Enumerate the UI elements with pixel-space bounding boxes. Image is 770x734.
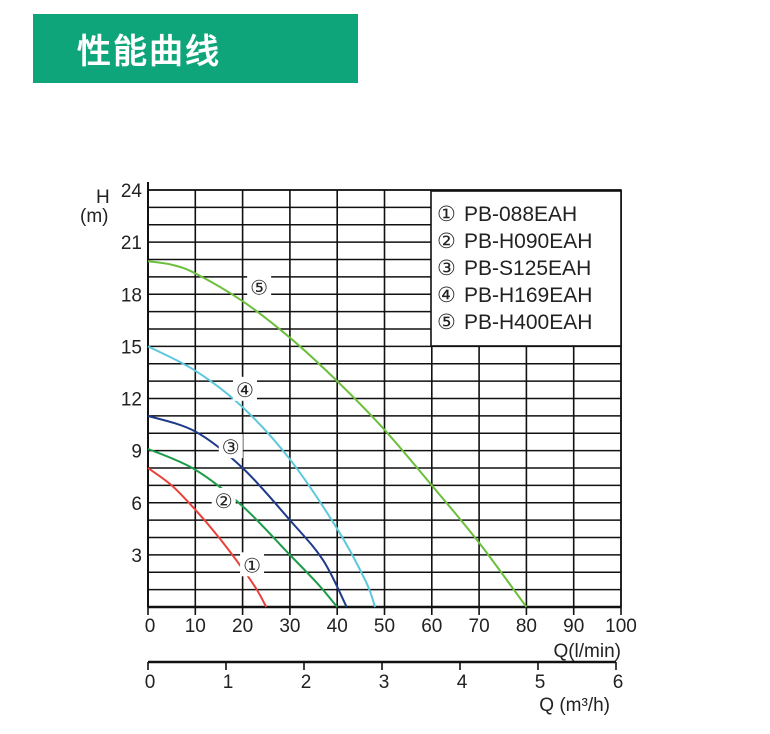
series-line-2 bbox=[147, 447, 338, 608]
x-tick-label: 60 bbox=[421, 616, 442, 637]
legend-marker-2: ② bbox=[437, 230, 456, 253]
x-axis-label: Q(l/min) bbox=[553, 641, 621, 662]
series-line-1 bbox=[147, 467, 268, 608]
x2-axis-label: Q (m³/h) bbox=[539, 695, 610, 716]
page-title: 性能曲线 bbox=[77, 32, 221, 72]
x2-tick-label: 5 bbox=[535, 672, 546, 693]
y-tick-label: 18 bbox=[121, 285, 142, 306]
x-tick-label: 90 bbox=[563, 616, 584, 637]
legend-entry-5: PB-H400EAH bbox=[464, 311, 592, 334]
y-tick-label: 6 bbox=[131, 494, 142, 515]
x2-tick-label: 1 bbox=[223, 672, 234, 693]
series-line-3 bbox=[147, 414, 348, 608]
y-tick-label: 15 bbox=[121, 337, 142, 358]
x-tick-label: 20 bbox=[232, 616, 253, 637]
curve-label-4: ④ bbox=[236, 380, 254, 402]
legend-entry-4: PB-H169EAH bbox=[464, 284, 592, 307]
y-tick-label: 21 bbox=[121, 233, 142, 254]
curve-label-bg bbox=[211, 488, 236, 513]
x-tick-label: 100 bbox=[605, 616, 637, 637]
curve-label-bg bbox=[232, 376, 257, 401]
x2-tick-label: 6 bbox=[613, 672, 624, 693]
legend-entry-2: PB-H090EAH bbox=[464, 230, 592, 253]
y-tick-label: 9 bbox=[131, 442, 142, 463]
x2-tick-label: 0 bbox=[145, 672, 156, 693]
x-tick-label: 50 bbox=[374, 616, 395, 637]
legend-marker-4: ④ bbox=[437, 284, 456, 307]
curve-label-1: ① bbox=[243, 555, 261, 577]
legend-marker-3: ③ bbox=[437, 257, 456, 280]
curve-label-5: ⑤ bbox=[250, 277, 268, 299]
x-tick-label: 40 bbox=[327, 616, 348, 637]
y-axis-label: H bbox=[96, 187, 110, 208]
x-tick-label: 70 bbox=[469, 616, 490, 637]
y-tick-label: 3 bbox=[131, 546, 142, 567]
y-tick-label: 24 bbox=[121, 181, 143, 202]
curve-label-bg bbox=[218, 434, 243, 459]
curve-label-bg bbox=[240, 552, 265, 577]
y-axis-unit: (m) bbox=[80, 206, 108, 227]
x-tick-label: 10 bbox=[185, 616, 206, 637]
x2-tick-label: 3 bbox=[379, 672, 390, 693]
legend-marker-5: ⑤ bbox=[437, 311, 456, 334]
legend-box bbox=[430, 190, 622, 347]
x-tick-label: 0 bbox=[145, 616, 156, 637]
x2-tick-label: 4 bbox=[457, 672, 468, 693]
x2-tick-label: 2 bbox=[301, 672, 312, 693]
curve-label-2: ② bbox=[215, 491, 233, 513]
series-line-4 bbox=[147, 345, 376, 608]
series-line-5 bbox=[147, 260, 528, 608]
y-tick-label: 12 bbox=[121, 390, 142, 411]
title-banner: 性能曲线 bbox=[33, 14, 358, 83]
legend-marker-1: ① bbox=[437, 203, 456, 226]
curve-label-3: ③ bbox=[222, 437, 240, 459]
x-tick-label: 80 bbox=[516, 616, 537, 637]
curve-label-bg bbox=[247, 274, 272, 299]
legend-entry-3: PB-S125EAH bbox=[464, 257, 591, 280]
legend-entry-1: PB-088EAH bbox=[464, 203, 577, 226]
x-tick-label: 30 bbox=[279, 616, 300, 637]
